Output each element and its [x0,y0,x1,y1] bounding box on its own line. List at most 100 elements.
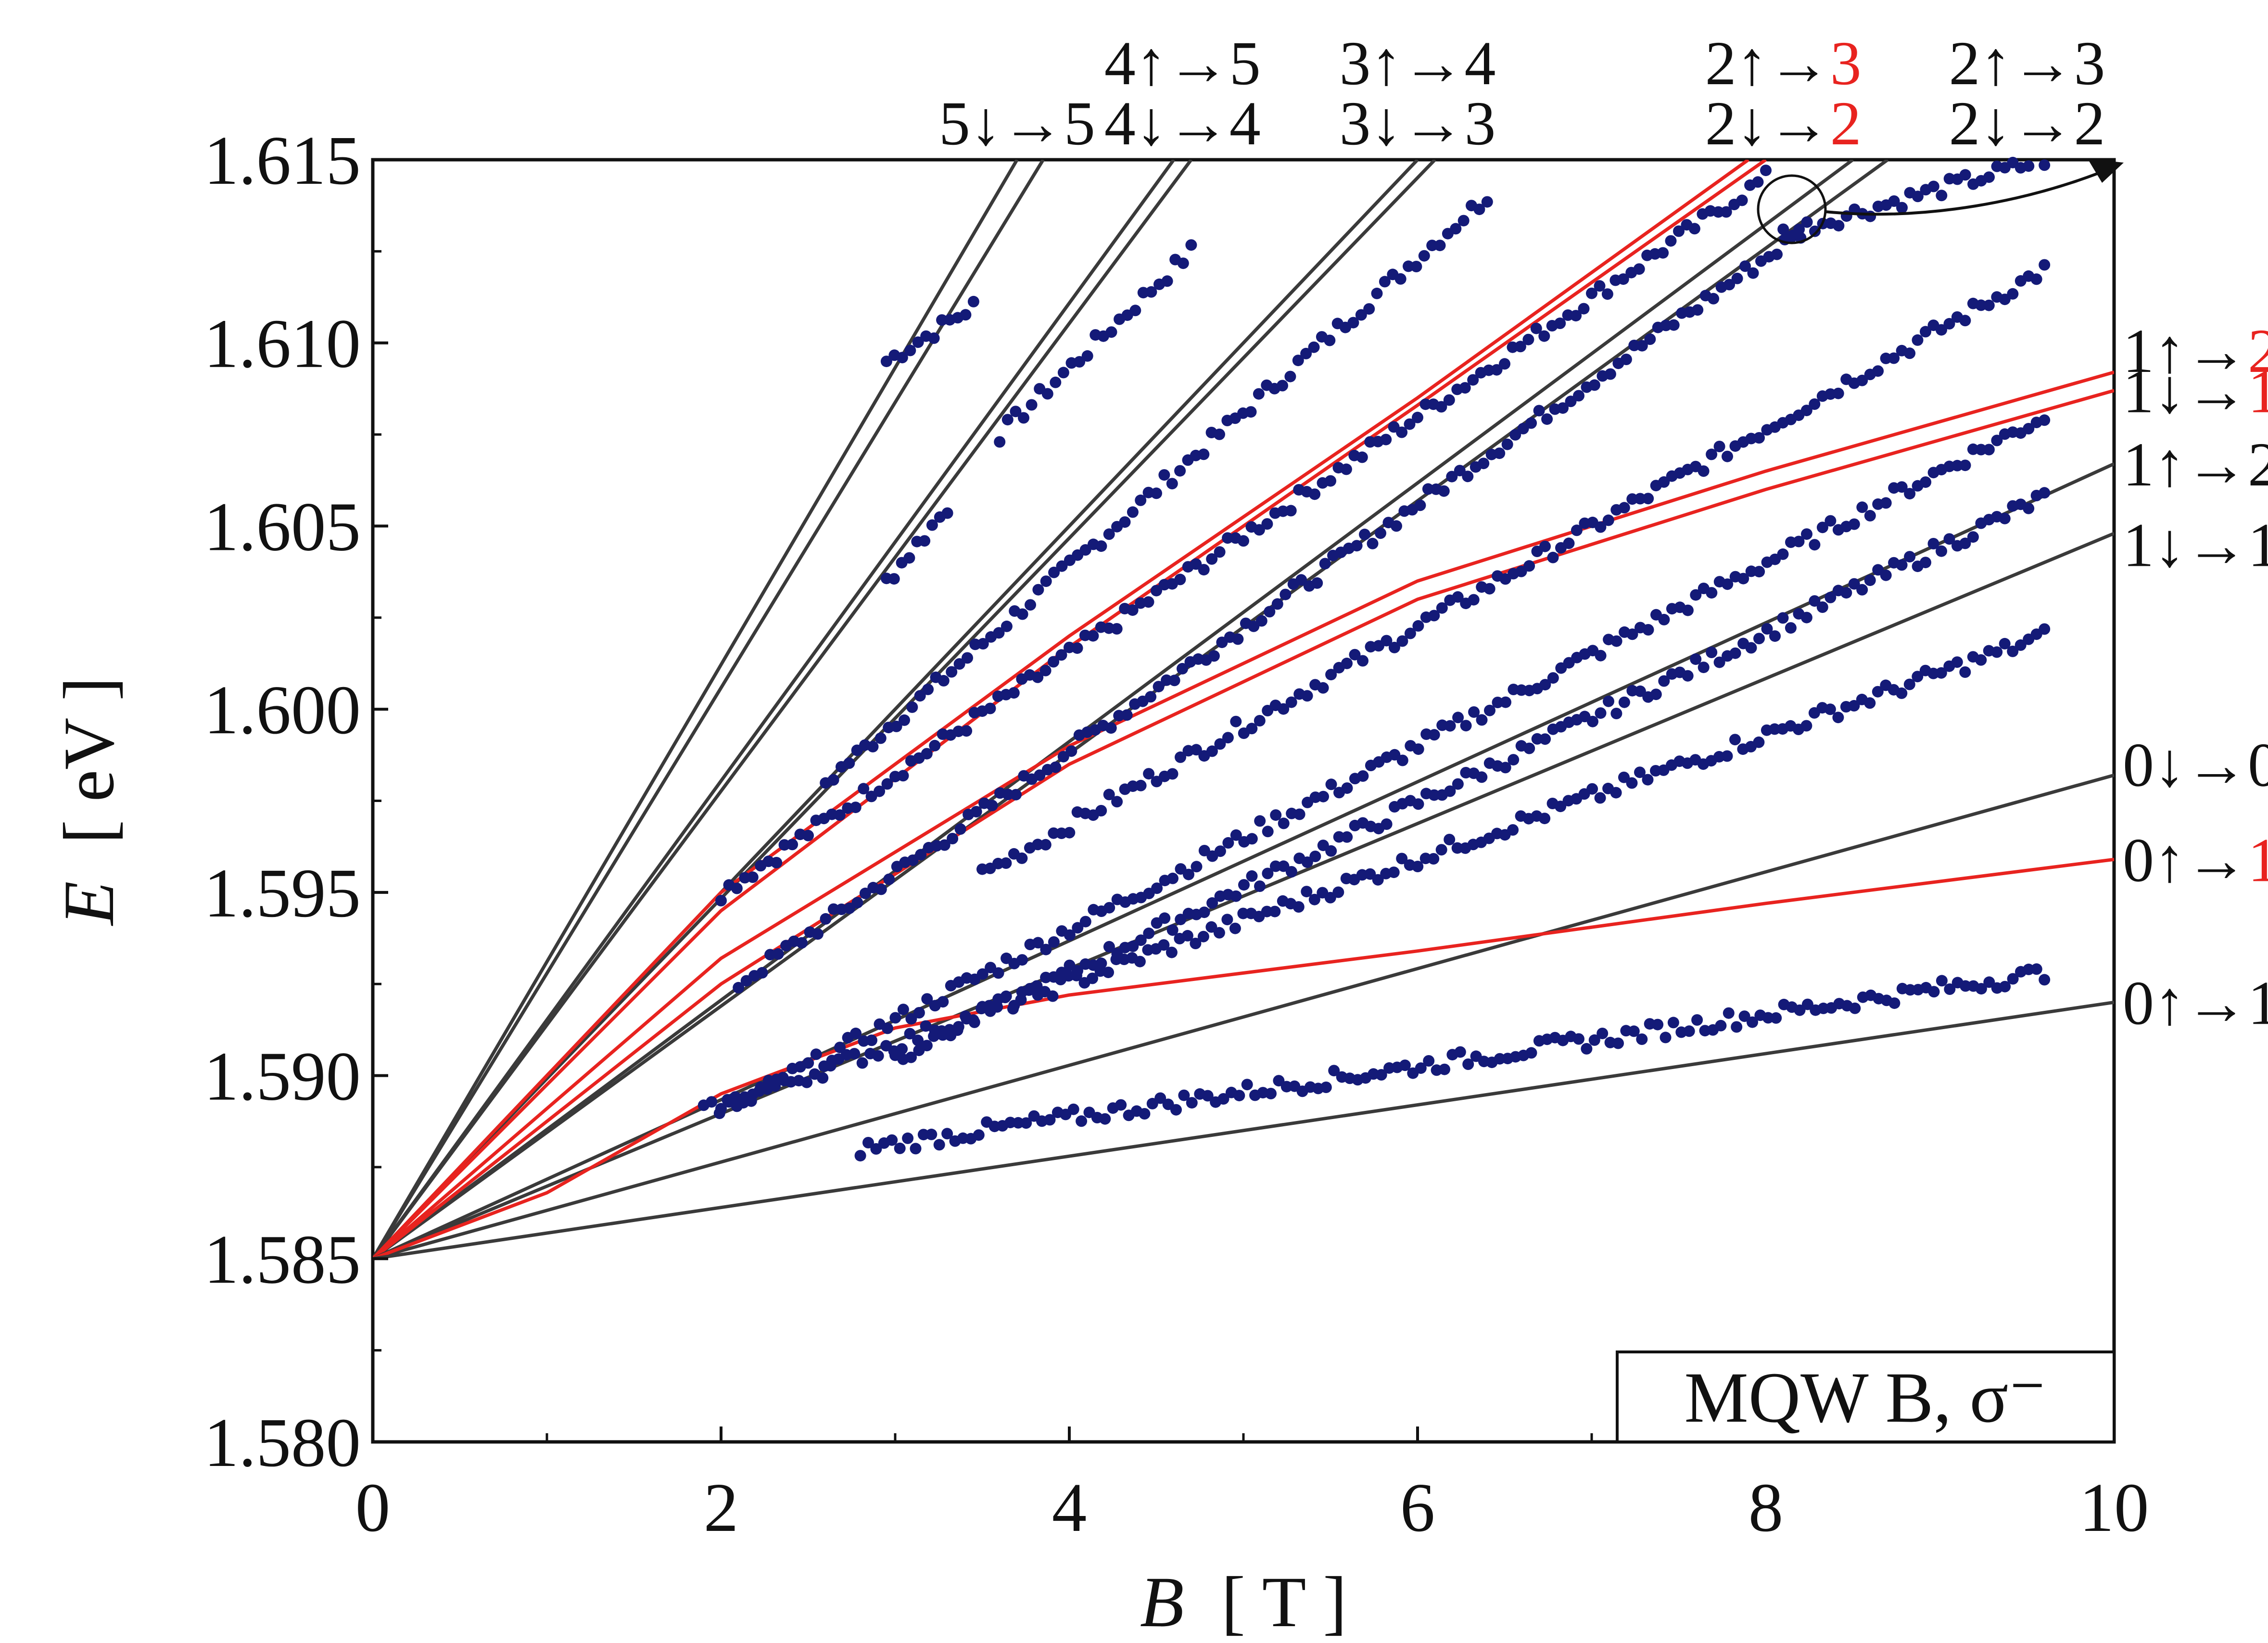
data-point [919,535,931,547]
data-point [2015,639,2027,651]
data-point [1800,720,1812,732]
data-point [1262,826,1274,838]
data-point [1573,390,1584,402]
data-point [1793,223,1805,235]
data-point [1018,412,1029,424]
x-tick-label: 6 [1400,1469,1435,1546]
data-point [1357,655,1368,667]
points-layer [697,156,2051,1162]
transition-label-top: 4↓→4 [1104,89,1261,158]
data-point [1081,350,1093,362]
data-point [1708,293,1720,305]
data-point [1110,954,1122,966]
data-point [1074,356,1086,368]
data-point [1801,528,1812,540]
data-point [1340,463,1352,475]
data-point [2023,423,2035,434]
data-point [1071,969,1082,981]
data-point [1380,433,1392,446]
data-point [1153,681,1165,693]
data-point [1166,478,1178,490]
data-point [1254,880,1266,892]
data-point [1048,656,1060,668]
data-point [961,725,973,737]
transition-label-right: 1↑→2 [2123,317,2268,386]
data-point [1610,708,1622,719]
transition-label-right: 0↓→0 [2123,730,2268,800]
data-point [1785,231,1797,243]
data-point [1324,334,1336,346]
data-point [1912,334,1924,346]
data-point [1747,267,1759,279]
data-point [1308,341,1320,353]
data-point [1785,622,1797,634]
data-point [1644,333,1656,345]
data-point [1983,299,1995,311]
data-point [874,732,887,744]
data-point [1547,551,1559,563]
data-point [1318,790,1329,802]
data-point [937,996,949,1008]
x-tick-label: 0 [355,1469,391,1546]
data-point [1412,743,1424,755]
data-point [1311,577,1323,589]
data-point [1238,535,1249,547]
data-point [867,740,879,752]
data-point [1000,857,1012,869]
data-point [1246,723,1258,735]
x-axis-unit: [ T ] [1221,1562,1347,1642]
data-point [1428,729,1440,741]
data-point [1509,429,1521,441]
data-point [2039,259,2051,271]
data-point [1959,537,1971,549]
data-point [904,344,916,357]
data-point [824,1060,836,1072]
legend-text: MQW B, σ⁻ [1684,1358,2046,1438]
data-point [1588,1034,1600,1046]
data-point [817,1072,829,1084]
data-point [1761,623,1773,635]
data-point [1809,398,1821,410]
theory-line-black [373,1000,2114,1261]
data-point [1139,1108,1151,1120]
data-point [827,774,839,786]
x-axis-var: B [1140,1562,1184,1642]
data-point [1300,347,1312,359]
data-point [1468,594,1480,606]
data-point [1341,782,1353,794]
data-point [1412,411,1423,423]
data-point [896,352,908,364]
data-point [1444,834,1456,845]
data-point [1633,263,1645,275]
data-point [1618,696,1630,708]
data-point [859,887,871,899]
data-point [1284,370,1296,382]
data-point [1628,1025,1640,1037]
data-point [925,1128,938,1140]
data-point [1206,553,1218,565]
data-point [1912,191,1924,203]
data-point [1418,250,1430,262]
data-point [1888,352,1900,364]
data-point [1057,367,1069,379]
data-point [854,1150,866,1162]
data-point [1864,210,1876,222]
data-point [1010,789,1022,801]
data-point [1167,872,1178,884]
data-point [747,871,759,883]
data-point [1715,1019,1727,1032]
data-point [1634,766,1646,778]
data-point [1794,1004,1806,1016]
data-point [1264,606,1276,618]
data-point [1500,696,1511,708]
data-point [1620,354,1632,365]
data-point [1533,405,1545,417]
data-point [922,683,934,695]
data-point [920,1020,932,1032]
data-point [1665,235,1677,247]
data-point [1658,675,1670,687]
data-point [1158,469,1170,481]
data-point [1438,485,1450,497]
data-point [1047,990,1059,1002]
data-point [1864,509,1876,522]
